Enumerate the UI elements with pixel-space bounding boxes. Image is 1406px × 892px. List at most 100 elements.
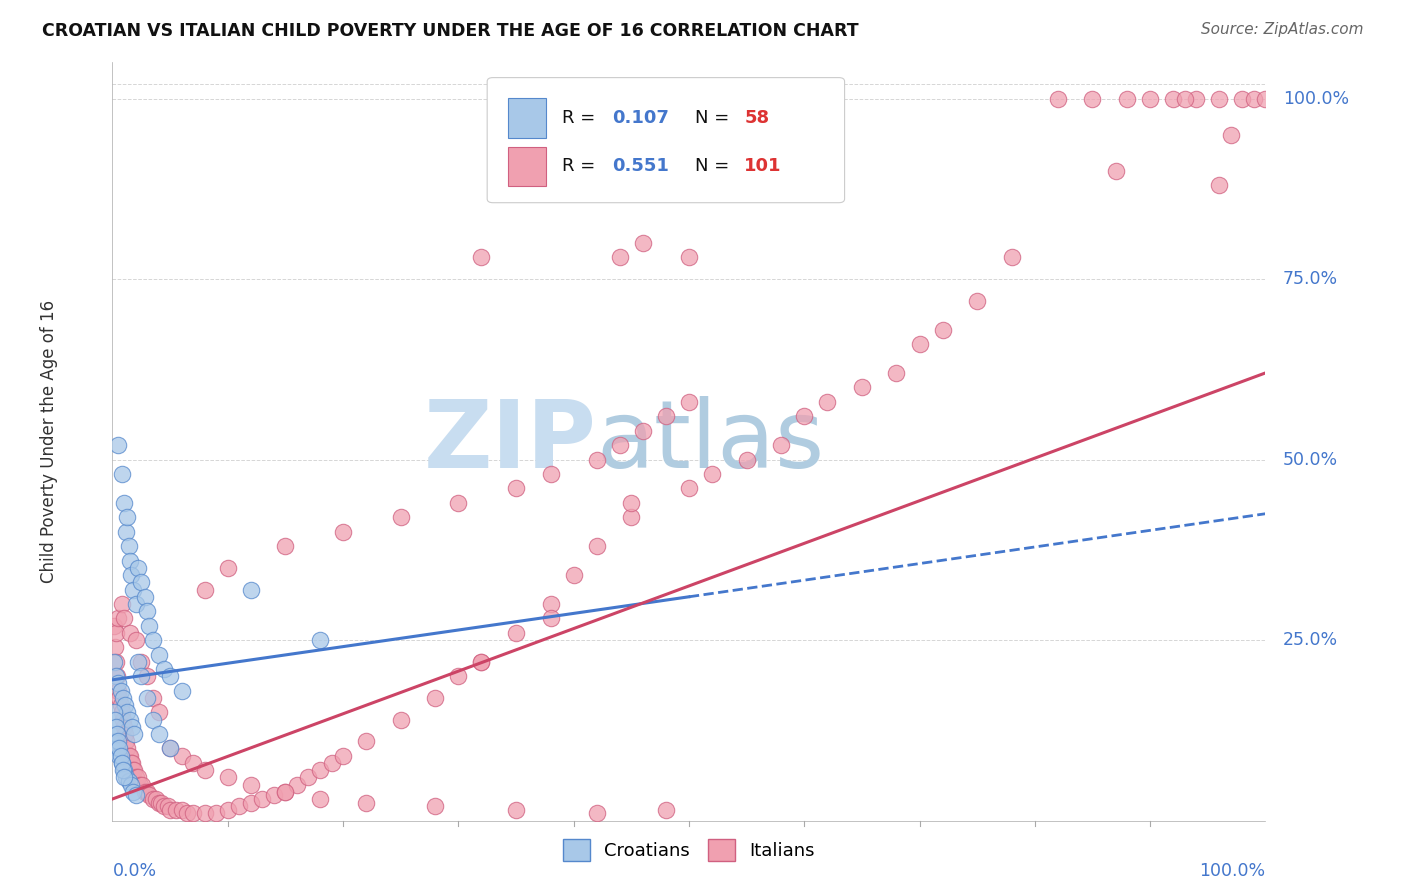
Point (540, 597, 562, 611)
Point (585, 452, 607, 467)
Text: Source: ZipAtlas.com: Source: ZipAtlas.com (1201, 22, 1364, 37)
Point (117, 748, 139, 763)
Point (159, 741, 181, 756)
Point (1219, 128, 1241, 142)
Point (205, 806, 228, 821)
Point (117, 539, 139, 553)
Point (793, 409, 815, 424)
Point (194, 806, 217, 821)
Point (138, 789, 160, 803)
Point (263, 789, 285, 803)
Point (505, 626, 527, 640)
Point (129, 778, 152, 792)
Point (274, 539, 297, 553)
Point (148, 648, 170, 662)
Point (165, 803, 187, 817)
Point (332, 524, 354, 539)
Point (540, 467, 562, 481)
Point (120, 756, 142, 770)
Text: 0.551: 0.551 (612, 157, 669, 176)
Point (1001, 251, 1024, 265)
Point (735, 452, 758, 467)
Point (107, 611, 129, 625)
Point (239, 796, 262, 810)
Point (886, 366, 908, 380)
Point (134, 590, 156, 604)
Point (108, 741, 131, 756)
Point (851, 380, 873, 394)
Point (309, 792, 332, 806)
Point (447, 496, 470, 510)
Point (107, 734, 129, 748)
Point (470, 655, 492, 669)
Point (815, 394, 838, 409)
Point (425, 690, 447, 705)
Point (194, 763, 217, 777)
Point (447, 669, 470, 683)
Point (148, 796, 170, 810)
Point (655, 409, 678, 424)
Point (107, 676, 129, 690)
Point (134, 785, 156, 799)
Point (585, 806, 607, 821)
Text: 25.0%: 25.0% (1282, 632, 1339, 649)
Point (1243, 91, 1265, 105)
Point (142, 690, 165, 705)
Point (105, 669, 128, 683)
Point (176, 806, 198, 821)
Point (112, 763, 135, 777)
Point (655, 803, 678, 817)
Point (908, 337, 931, 351)
Point (136, 669, 159, 683)
Point (124, 789, 146, 803)
Text: N =: N = (695, 157, 735, 176)
Point (112, 770, 135, 784)
Point (1116, 91, 1139, 105)
Point (103, 706, 125, 720)
Point (108, 690, 131, 705)
Point (540, 611, 562, 625)
Point (127, 770, 149, 784)
Point (170, 683, 193, 698)
Text: R =: R = (562, 109, 602, 127)
Point (110, 748, 132, 763)
Point (148, 727, 170, 741)
Point (111, 706, 134, 720)
Point (678, 394, 700, 409)
Text: R =: R = (562, 157, 602, 176)
Point (1046, 91, 1069, 105)
Point (103, 618, 125, 632)
Point (117, 741, 139, 756)
Point (111, 763, 134, 777)
Point (274, 785, 297, 799)
Text: 75.0%: 75.0% (1282, 270, 1339, 288)
Point (122, 785, 145, 799)
Point (620, 496, 643, 510)
Point (297, 770, 319, 784)
Point (159, 803, 181, 817)
Point (127, 561, 149, 575)
Point (1254, 91, 1277, 105)
Point (678, 482, 700, 496)
Point (1232, 91, 1254, 105)
Text: CROATIAN VS ITALIAN CHILD POVERTY UNDER THE AGE OF 16 CORRELATION CHART: CROATIAN VS ITALIAN CHILD POVERTY UNDER … (42, 22, 859, 40)
Point (332, 748, 354, 763)
Text: Child Poverty Under the Age of 16: Child Poverty Under the Age of 16 (39, 300, 58, 583)
Point (354, 734, 377, 748)
Point (114, 727, 136, 741)
Point (118, 626, 141, 640)
Point (700, 467, 723, 481)
Point (136, 785, 159, 799)
Text: 58: 58 (744, 109, 769, 127)
Point (609, 438, 631, 452)
Point (129, 655, 153, 669)
Point (118, 554, 141, 568)
Point (142, 633, 165, 648)
Point (107, 683, 129, 698)
Point (239, 582, 262, 597)
Point (1208, 91, 1230, 105)
Point (153, 799, 176, 814)
Text: 0.0%: 0.0% (112, 863, 156, 880)
Point (1208, 178, 1230, 193)
Text: N =: N = (695, 109, 735, 127)
